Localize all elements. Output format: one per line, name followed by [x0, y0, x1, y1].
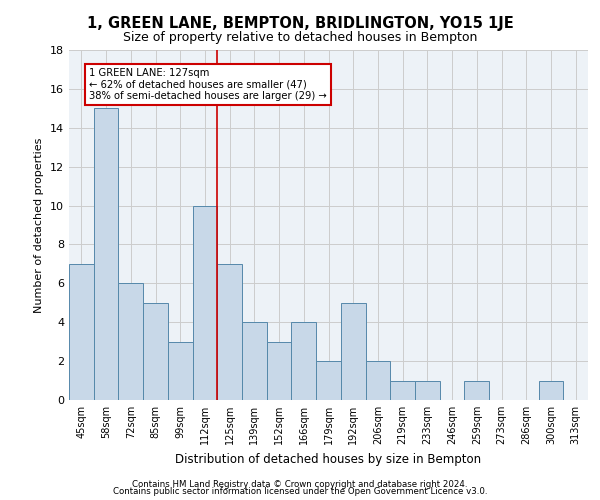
Bar [168, 342, 193, 400]
Bar [267, 342, 292, 400]
Bar [217, 264, 242, 400]
Bar [143, 303, 168, 400]
Bar [193, 206, 217, 400]
Text: Contains public sector information licensed under the Open Government Licence v3: Contains public sector information licen… [113, 488, 487, 496]
Bar [365, 361, 390, 400]
Bar [390, 380, 415, 400]
Y-axis label: Number of detached properties: Number of detached properties [34, 138, 44, 312]
Bar [118, 284, 143, 400]
Bar [539, 380, 563, 400]
Bar [242, 322, 267, 400]
Bar [415, 380, 440, 400]
Bar [94, 108, 118, 400]
Text: 1 GREEN LANE: 127sqm
← 62% of detached houses are smaller (47)
38% of semi-detac: 1 GREEN LANE: 127sqm ← 62% of detached h… [89, 68, 326, 100]
Text: 1, GREEN LANE, BEMPTON, BRIDLINGTON, YO15 1JE: 1, GREEN LANE, BEMPTON, BRIDLINGTON, YO1… [86, 16, 514, 31]
Text: Contains HM Land Registry data © Crown copyright and database right 2024.: Contains HM Land Registry data © Crown c… [132, 480, 468, 489]
X-axis label: Distribution of detached houses by size in Bempton: Distribution of detached houses by size … [175, 452, 482, 466]
Bar [316, 361, 341, 400]
Bar [464, 380, 489, 400]
Text: Size of property relative to detached houses in Bempton: Size of property relative to detached ho… [123, 31, 477, 44]
Bar [292, 322, 316, 400]
Bar [69, 264, 94, 400]
Bar [341, 303, 365, 400]
